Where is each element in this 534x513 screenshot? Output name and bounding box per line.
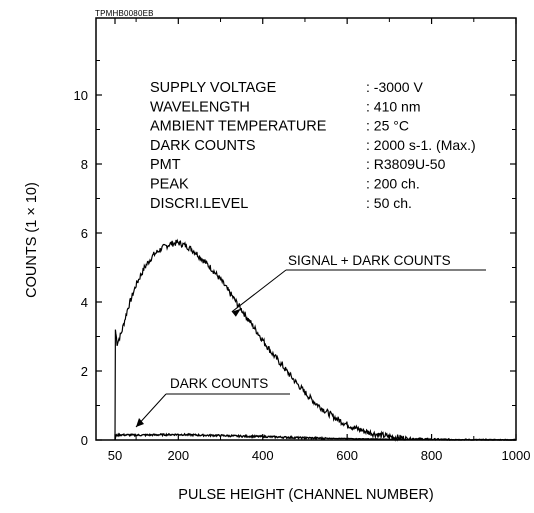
annotation-arrowhead (231, 308, 241, 317)
y-axis-label: COUNTS (1 × 10) (24, 182, 40, 298)
info-label: PEAK (150, 177, 189, 193)
x-tick-label: 50 (108, 448, 122, 463)
plot-frame (95, 17, 517, 441)
x-tick-label: 400 (252, 448, 274, 463)
figure-code: TPMHB0080EB (95, 9, 154, 18)
y-tick-label: 2 (81, 364, 88, 379)
info-value: : 200 ch. (366, 176, 420, 192)
info-value: : R3809U-50 (366, 156, 446, 172)
info-value: : 25 °C (366, 118, 409, 134)
y-tick-label: 8 (81, 157, 88, 172)
y-tick-label: 4 (81, 295, 88, 310)
y-tick-label: 6 (81, 226, 88, 241)
info-label: WAVELENGTH (150, 99, 250, 115)
info-label: AMBIENT TEMPERATURE (150, 119, 327, 135)
x-tick-label: 1000 (502, 448, 531, 463)
info-value: : 410 nm (366, 98, 420, 114)
series-line-dark-counts (114, 432, 517, 441)
info-label: PMT (150, 157, 181, 173)
x-tick-label: 600 (336, 448, 358, 463)
y-tick-label: 10 (74, 88, 88, 103)
annotation-dark-label: DARK COUNTS (170, 376, 268, 391)
info-label: DARK COUNTS (150, 138, 256, 154)
info-label: SUPPLY VOLTAGE (150, 80, 277, 96)
x-tick-label: 200 (167, 448, 189, 463)
info-value: : 50 ch. (366, 195, 412, 211)
info-value: : 2000 s-1. (Max.) (366, 137, 476, 153)
annotation-arrowhead (136, 418, 144, 427)
y-tick-label: 0 (81, 433, 88, 448)
annotation-signal-label: SIGNAL + DARK COUNTS (288, 253, 451, 268)
annotation-leader (231, 269, 287, 313)
info-label: DISCRI.LEVEL (150, 196, 248, 212)
info-value: : -3000 V (366, 79, 423, 95)
x-axis-label: PULSE HEIGHT (CHANNEL NUMBER) (178, 487, 433, 503)
x-tick-label: 800 (421, 448, 443, 463)
